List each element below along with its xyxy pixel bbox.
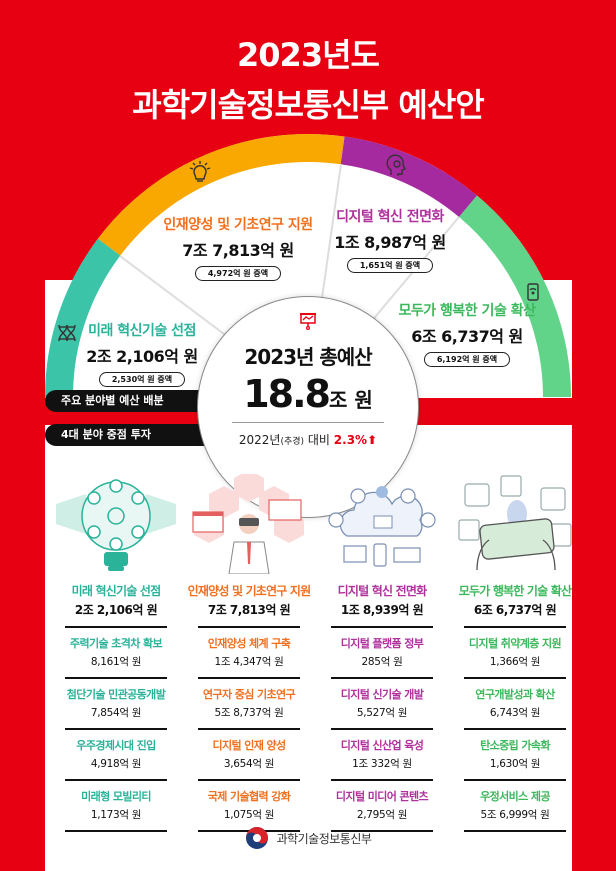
list-item: 디지털 신산업 육성 1조 332억 원 — [316, 730, 448, 781]
column-title: 디지털 혁신 전면화 — [337, 584, 427, 598]
tag-budget-allocation: 주요 분야별 예산 배분 — [45, 390, 220, 412]
list-item: 디지털 미디어 콘텐츠 2,795억 원 — [316, 781, 448, 832]
dna-icon — [58, 324, 76, 342]
divider — [331, 728, 433, 730]
segment-digital — [340, 136, 478, 217]
year-comparison: 2022년(추경) 대비 2.3%⬆ — [198, 431, 418, 448]
divider — [65, 728, 167, 730]
divider — [65, 830, 167, 832]
compare-word: 대비 — [307, 433, 330, 447]
title-main: 과학기술정보통신부 예산안 — [132, 86, 484, 124]
divider — [198, 728, 300, 730]
list-item: 연구개발성과 확산 6,743억 원 — [449, 679, 581, 730]
divider — [331, 626, 433, 628]
segment-label: 미래 혁신기술 선점 — [88, 323, 196, 339]
column-amount: 2조 2,106억 원 — [74, 603, 158, 617]
segment-everyone-info: 모두가 행복한 기술 확산 6조 6,737억 원 6,192억 원 증액 — [392, 300, 542, 367]
segment-amount: 2조 2,106억 원 — [86, 347, 198, 366]
lightbulb-icon — [189, 161, 211, 182]
segment-future — [44, 238, 121, 397]
budget-fan-chart — [44, 133, 572, 398]
segment-digital-info: 디지털 혁신 전면화 1조 8,987억 원 1,651억 원 증액 — [330, 206, 450, 273]
divider — [198, 626, 300, 628]
segment-amount: 1조 8,987억 원 — [334, 233, 446, 252]
list-item: 우정서비스 제공 5조 6,999억 원 — [449, 781, 581, 832]
column-amount: 6조 6,737억 원 — [473, 603, 557, 617]
total-unit: 조 원 — [329, 388, 373, 412]
divider — [464, 728, 566, 730]
vr-researcher-illustration — [183, 470, 315, 578]
column-title: 미래 혁신기술 선점 — [71, 584, 161, 598]
column-future: 미래 혁신기술 선점 2조 2,106억 원 주력기술 초격차 확보 8,161억… — [50, 470, 182, 832]
tech-lightbulb-illustration — [50, 470, 182, 578]
column-everyone: 모두가 행복한 기술 확산 6조 6,737억 원 디지털 취약계층 지원 1,3… — [449, 470, 581, 832]
segment-label: 디지털 혁신 전면화 — [336, 209, 444, 225]
list-item: 디지털 플랫폼 정부 285억 원 — [316, 628, 448, 679]
divider — [198, 677, 300, 679]
ministry-name: 과학기술정보통신부 — [276, 831, 372, 846]
divider — [232, 422, 384, 423]
divider — [464, 779, 566, 781]
divider — [464, 677, 566, 679]
increase-badge: 1,651억 원 증액 — [346, 258, 434, 273]
list-item: 인재양성 체계 구축 1조 4,347억 원 — [183, 628, 315, 679]
head-gear-icon — [386, 154, 406, 176]
list-item: 미래형 모빌리티 1,173억 원 — [50, 781, 182, 832]
list-item: 우주경제시대 진입 4,918억 원 — [50, 730, 182, 781]
divider — [198, 779, 300, 781]
title-year: 2023년도 — [237, 36, 380, 74]
total-budget-value: 18.8조 원 — [198, 372, 418, 416]
divider — [331, 677, 433, 679]
total-number: 18.8 — [243, 372, 331, 416]
government-emblem-icon — [245, 827, 268, 849]
divider — [464, 626, 566, 628]
list-item: 주력기술 초격차 확보 8,161억 원 — [50, 628, 182, 679]
total-budget-title: 2023년 총예산 — [244, 345, 372, 369]
list-item: 연구자 중심 기초연구 5조 8,737억 원 — [183, 679, 315, 730]
column-title: 인재양성 및 기초연구 지원 — [187, 584, 312, 598]
divider — [331, 779, 433, 781]
up-arrow-icon: ⬆ — [367, 433, 378, 447]
list-item: 첨단기술 민관공동개발 7,854억 원 — [50, 679, 182, 730]
list-item: 디지털 인재 양성 3,654억 원 — [183, 730, 315, 781]
list-item: 국제 기술협력 강화 1,075억 원 — [183, 781, 315, 832]
increase-badge: 2,530억 원 증액 — [98, 372, 186, 387]
column-digital: 디지털 혁신 전면화 1조 8,939억 원 디지털 플랫폼 정부 285억 원 … — [316, 470, 448, 832]
compare-note: (추경) — [280, 437, 305, 447]
segment-amount: 6조 6,737억 원 — [411, 327, 523, 346]
growth-percent: 2.3% — [333, 433, 368, 447]
divider — [65, 779, 167, 781]
smartphone-wifi-icon — [527, 283, 539, 301]
segment-everyone — [459, 195, 571, 397]
segment-future-info: 미래 혁신기술 선점 2조 2,106억 원 2,530억 원 증액 — [82, 320, 202, 387]
smartphone-hands-illustration — [449, 470, 581, 578]
segment-label: 인재양성 및 기초연구 지원 — [163, 217, 313, 233]
cloud-network-illustration — [316, 470, 448, 578]
segment-amount: 7조 7,813억 원 — [182, 241, 294, 260]
tag-key-investment: 4대 분야 중점 투자 — [45, 424, 210, 446]
column-talent: 인재양성 및 기초연구 지원 7조 7,813억 원 인재양성 체계 구축 1조 … — [183, 470, 315, 832]
divider — [65, 677, 167, 679]
divider — [65, 626, 167, 628]
column-title: 모두가 행복한 기술 확산 — [458, 584, 572, 598]
list-item: 디지털 신기술 개발 5,527억 원 — [316, 679, 448, 730]
list-item: 디지털 취약계층 지원 1,366억 원 — [449, 628, 581, 679]
increase-badge: 6,192억 원 증액 — [423, 352, 511, 367]
increase-badge: 4,972억 원 증액 — [194, 266, 282, 281]
compare-year: 2022년 — [238, 433, 281, 447]
column-amount: 1조 8,939억 원 — [340, 603, 424, 617]
segment-talent — [97, 133, 345, 256]
footer: 과학기술정보통신부 — [0, 826, 616, 850]
divider — [464, 830, 566, 832]
column-amount: 7조 7,813억 원 — [207, 603, 291, 617]
list-item: 탄소중립 가속화 1,630억 원 — [449, 730, 581, 781]
divider — [331, 830, 433, 832]
presentation-chart-icon — [300, 313, 316, 331]
segment-label: 모두가 행복한 기술 확산 — [398, 303, 536, 319]
segment-talent-info: 인재양성 및 기초연구 지원 7조 7,813억 원 4,972억 원 증액 — [148, 214, 328, 281]
